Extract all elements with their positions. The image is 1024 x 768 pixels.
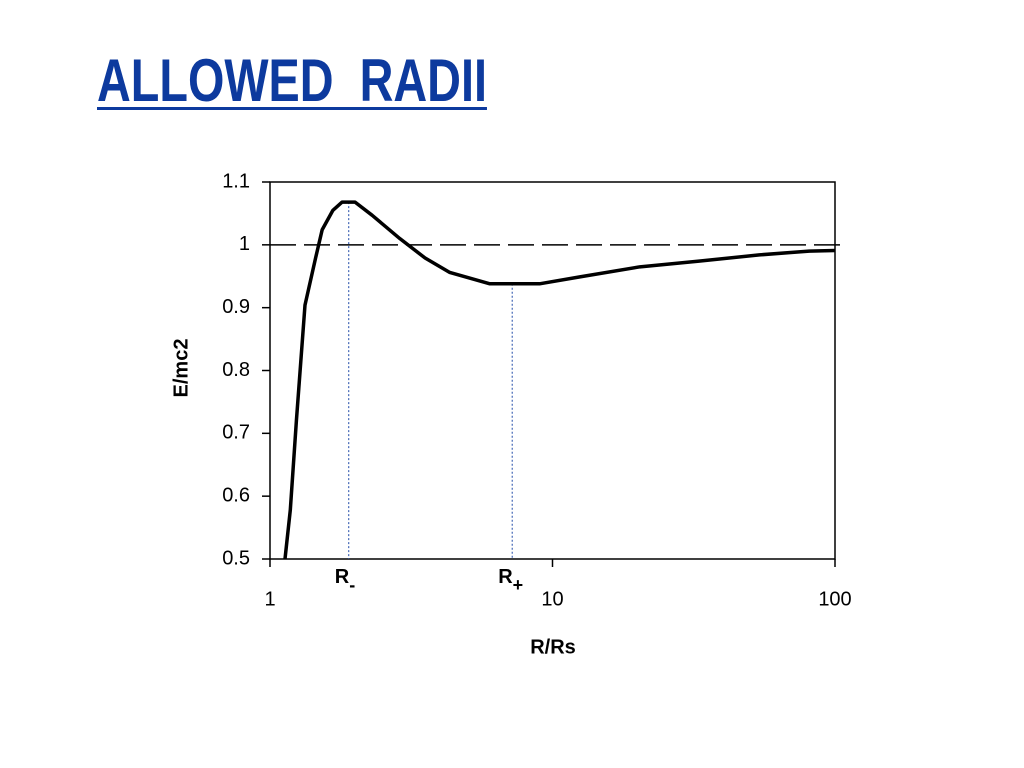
- y-tick-label: 0.9: [222, 296, 250, 318]
- curve: [283, 200, 836, 560]
- x-tick-label: 10: [541, 588, 563, 610]
- x-axis-label: R/Rs: [530, 636, 576, 658]
- marker-label: R+: [498, 566, 523, 594]
- y-tick-label: 1.1: [222, 170, 250, 192]
- marker-label-main: R: [498, 566, 513, 588]
- plot-frame: [269, 181, 836, 560]
- slide-title: ALLOWED RADII: [97, 47, 487, 114]
- x-tick-label: 100: [818, 588, 851, 610]
- y-tick-label: 0.8: [222, 359, 250, 381]
- marker-label-sub: +: [513, 575, 524, 595]
- y-tick-label: 1: [239, 233, 250, 255]
- x-tick-label: 1: [264, 588, 275, 610]
- y-axis-label: E/mc2: [170, 339, 192, 398]
- marker-label-sub: -: [349, 575, 355, 595]
- y-tick-label: 0.7: [222, 422, 250, 444]
- marker-label: R-: [335, 566, 355, 594]
- y-tick-label: 0.6: [222, 484, 250, 506]
- y-tick-label: 0.5: [222, 547, 250, 569]
- marker-label-main: R: [335, 566, 350, 588]
